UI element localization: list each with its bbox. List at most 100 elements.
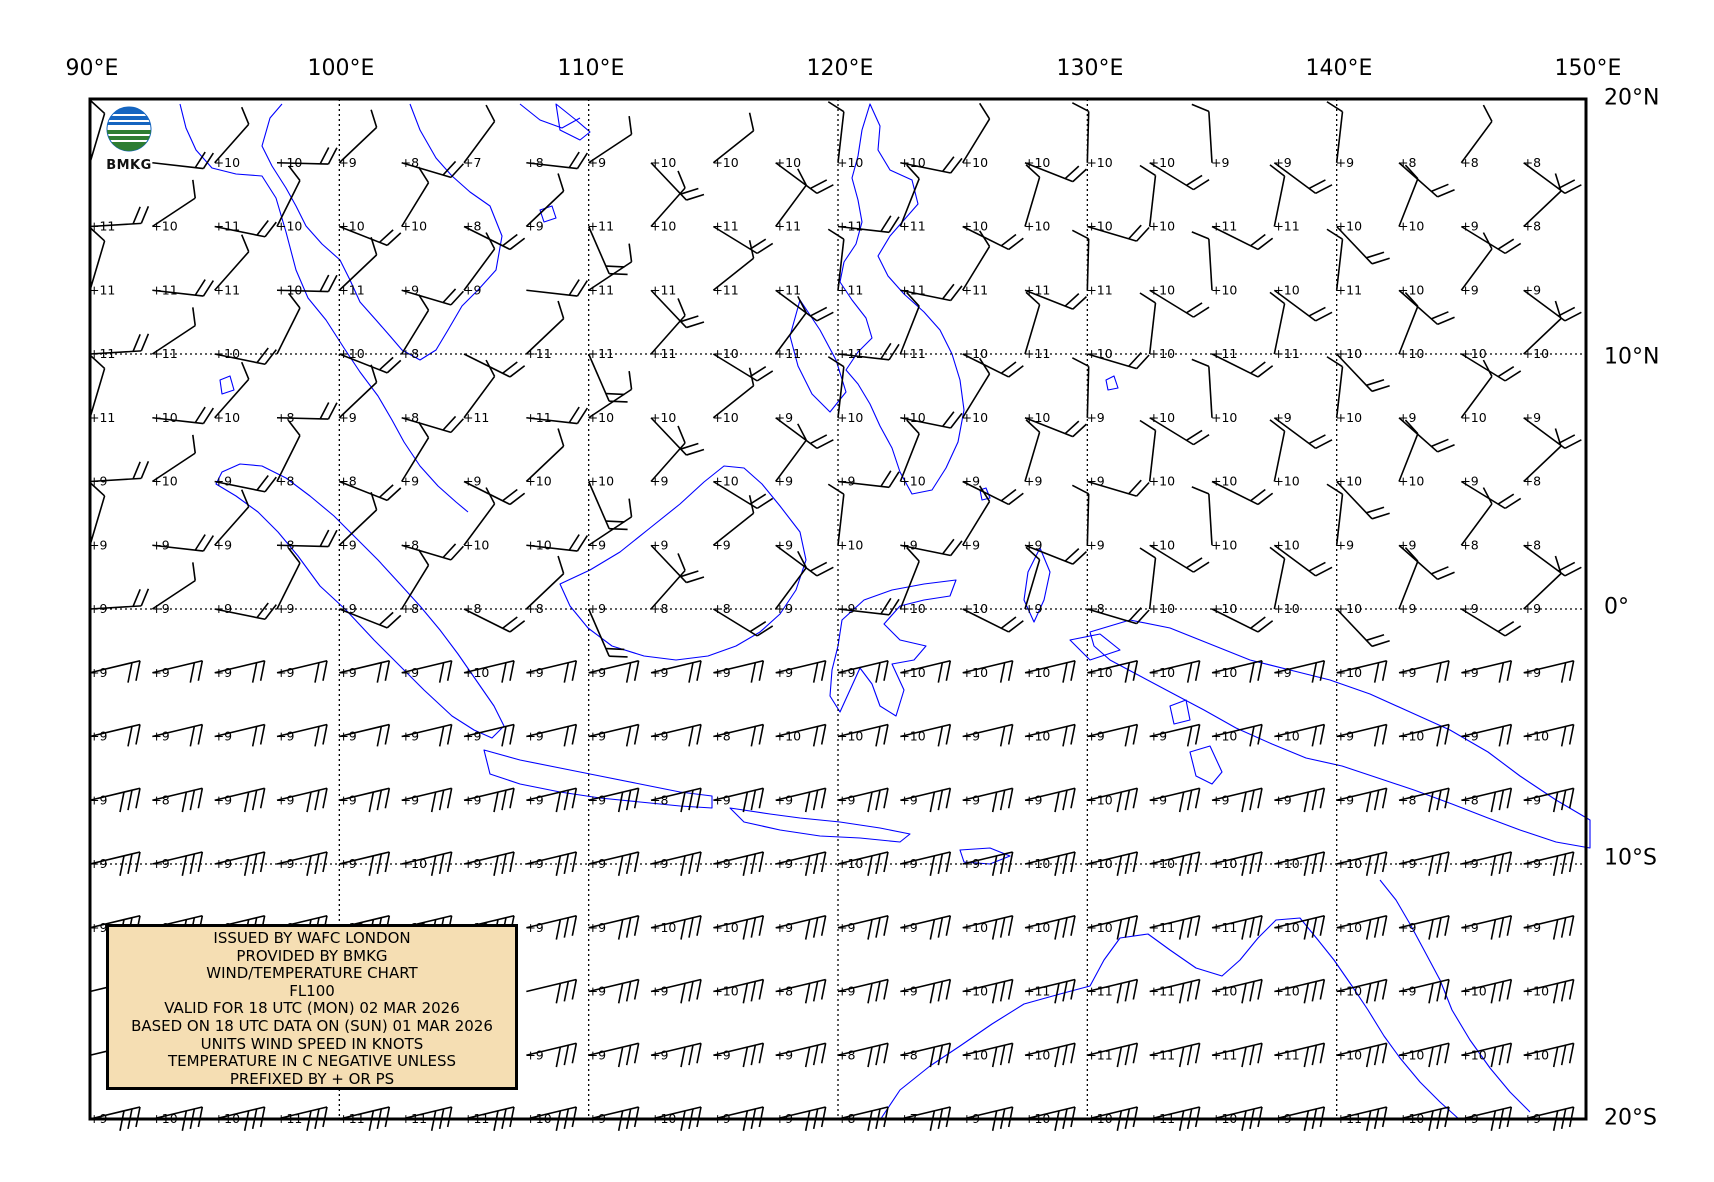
wind-barb [463,851,515,876]
temperature-label: +10 [962,346,988,361]
wind-barb [1336,353,1390,393]
temperature-label: +9 [89,729,107,744]
wind-barb [837,215,900,234]
temperature-label: +10 [837,537,863,552]
lon-label-120e: 120°E [806,56,874,81]
wind-barb [1191,486,1213,546]
temperature-label: +10 [1336,920,1362,935]
wind-barb [961,102,991,164]
lon-label-130e: 130°E [1056,56,1124,81]
temperature-label: +9 [899,856,917,871]
temperature-label: +9 [1523,282,1541,297]
wind-barb [1336,914,1388,940]
wind-barb [775,1106,827,1131]
temperature-label: +10 [899,665,925,680]
temperature-label: +9 [1273,792,1291,807]
temperature-label: +11 [1086,282,1112,297]
temperature-label: +9 [151,537,169,552]
temperature-label: +9 [338,537,356,552]
wind-barb [339,353,402,374]
wind-barb [1087,1042,1139,1068]
temperature-label: +9 [338,155,356,170]
temperature-label: +8 [712,729,730,744]
temperature-label: +10 [1024,920,1050,935]
wind-barb [1274,787,1326,813]
wind-barb [526,851,578,876]
temperature-label: +9 [525,856,543,871]
wind-barb [1336,608,1390,648]
temperature-label: +11 [463,410,489,425]
wind-barb [1269,291,1286,355]
wind-barb [1523,1106,1575,1131]
wind-barb [1211,787,1263,813]
temperature-label: +10 [712,155,738,170]
wind-barb [1523,787,1575,813]
wind-barbs [89,100,1582,1131]
wind-barb [962,1042,1014,1068]
temperature-label: +8 [650,601,668,616]
wind-barb [1149,723,1201,747]
temperature-label: +9 [401,474,419,489]
wind-barb [1149,851,1201,876]
temperature-label: +9 [276,856,294,871]
temperature-label: +9 [401,665,419,680]
wind-barb [961,485,991,546]
wind-barb [1274,1106,1326,1131]
wind-barb [962,659,1014,683]
wind-barb [152,279,215,297]
wind-barb [650,659,702,683]
wind-barb [900,538,963,557]
temperature-label: +10 [1336,856,1362,871]
wind-barb [89,333,150,355]
wind-barb [713,1106,765,1131]
temperature-label: +11 [1149,984,1175,999]
temperature-label: +9 [338,729,356,744]
temperature-label: +9 [1523,665,1541,680]
wind-barb [1071,102,1090,163]
temperature-label: +9 [899,792,917,807]
temperature-label: +10 [962,920,988,935]
wind-barb [89,787,141,813]
lon-label-90e: 90°E [65,56,119,81]
temperature-label: +10 [1336,474,1362,489]
wind-barb [837,787,889,813]
temperature-label: +8 [1523,537,1541,552]
temperature-label: +8 [151,792,169,807]
temperature-label: +9 [837,474,855,489]
temperature-label: +9 [525,792,543,807]
wind-barb [899,164,920,227]
wind-barb [1274,723,1326,747]
temperature-label: +10 [650,410,676,425]
temperature-label: +8 [401,155,419,170]
lon-label-140e: 140°E [1305,56,1373,81]
coastline-borneo [559,465,807,661]
wind-barb [900,283,963,302]
temperature-label: +10 [1149,474,1175,489]
wind-barb [276,787,328,813]
wind-barb [1460,359,1493,419]
wind-barb [588,115,633,164]
wind-barb [151,307,197,355]
temperature-label: +8 [276,474,294,489]
wind-barb [1336,659,1388,683]
temperature-label: +9 [401,729,419,744]
wind-barb [338,492,378,546]
wind-barb [588,498,633,546]
lon-label-110e: 110°E [557,56,625,81]
temperature-label: +10 [1398,282,1424,297]
coastline-indochina [179,103,581,513]
wind-barb [152,723,204,747]
temperature-label: +9 [338,856,356,871]
info-units: UNITS WIND SPEED IN KNOTS [200,1034,424,1053]
temperature-label: +8 [712,601,730,616]
temperature-label: +10 [1398,474,1424,489]
wind-barb [775,914,827,940]
temperature-label: +9 [151,729,169,744]
wind-barb [713,978,765,1004]
temperature-label: +10 [962,219,988,234]
temperature-label: +11 [1211,920,1237,935]
temperature-label: +9 [1398,920,1416,935]
wind-barb [1523,417,1582,450]
wind-barb [152,659,204,683]
temperature-label: +8 [899,1047,917,1062]
